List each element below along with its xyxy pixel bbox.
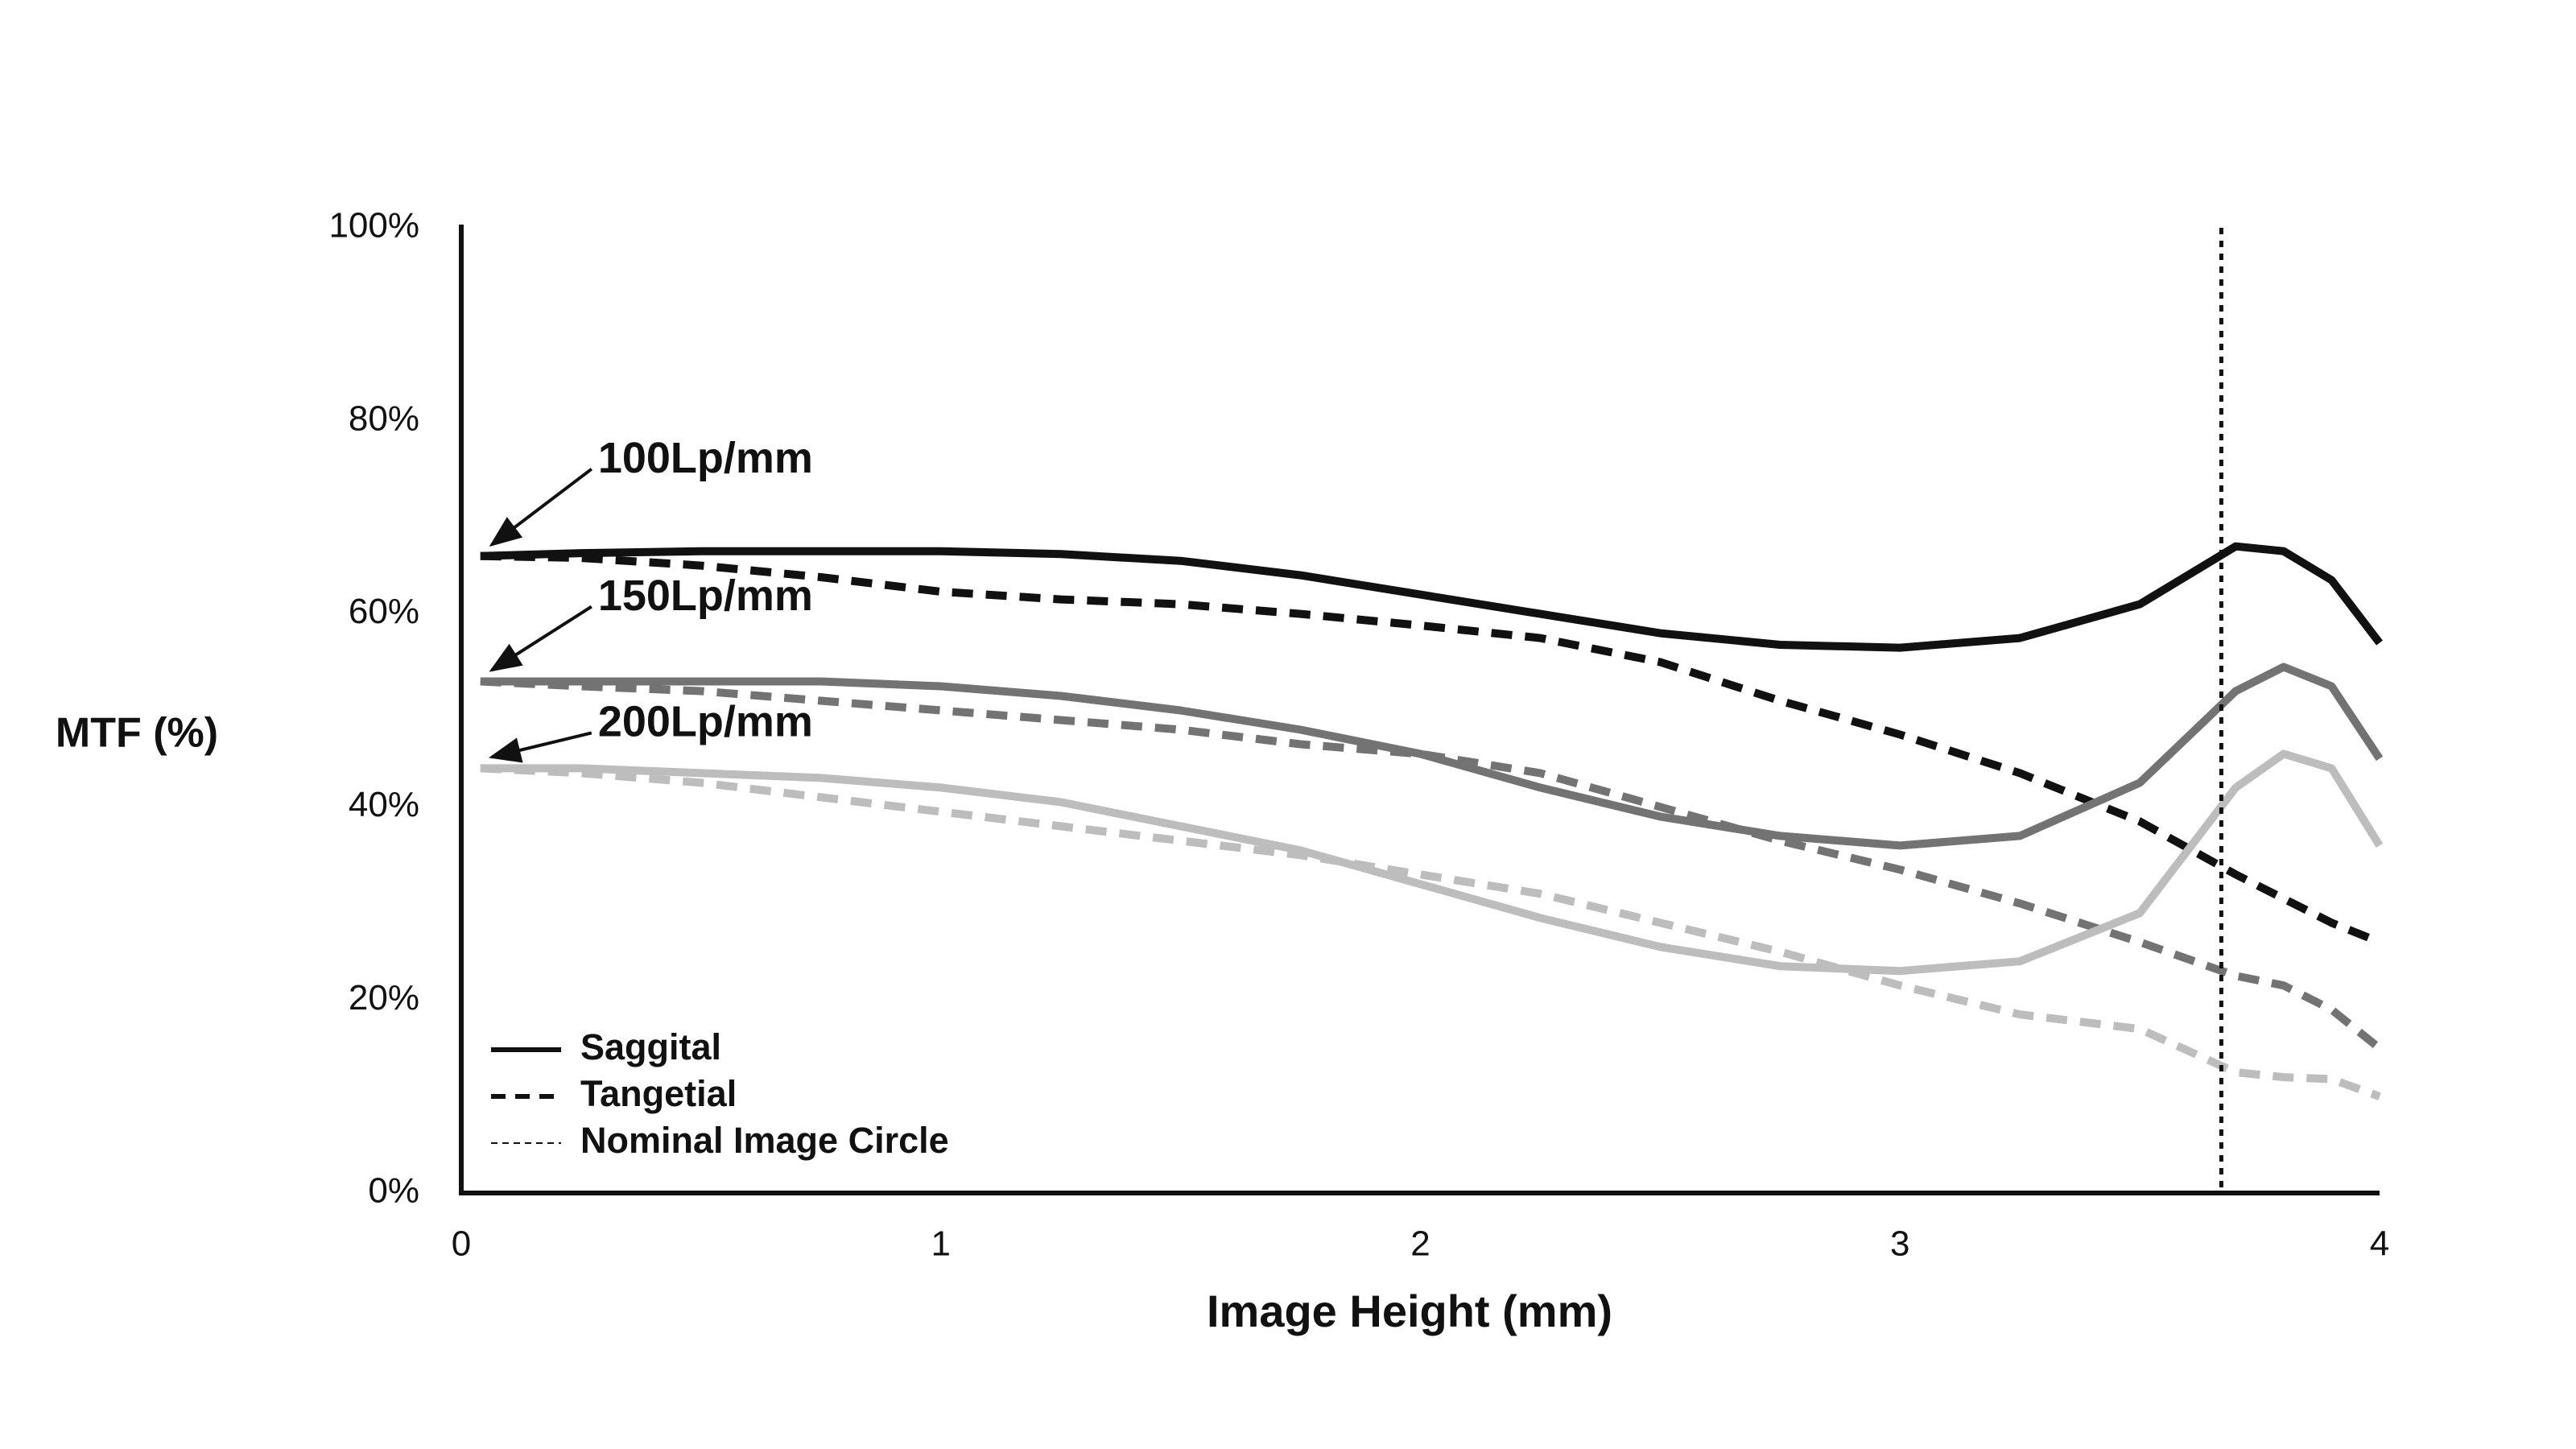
y-tick-label: 100% (328, 206, 419, 246)
series-line (480, 663, 2384, 850)
series-annotation: 200Lp/mm (598, 698, 813, 746)
legend-label: Tangetial (580, 1073, 737, 1114)
x-tick-label: 4 (2370, 1224, 2389, 1264)
y-tick-label: 80% (349, 398, 419, 438)
series-annotation: 150Lp/mm (598, 572, 813, 620)
y-axis-label: MTF (%) (56, 710, 218, 757)
annotation-arrow (489, 605, 592, 672)
x-tick-label: 2 (1410, 1224, 1430, 1264)
x-tick-label: 0 (452, 1224, 471, 1264)
y-tick-label: 0% (368, 1171, 419, 1211)
annotation-arrow (489, 468, 593, 547)
series-line (480, 764, 2381, 1100)
series-line (480, 677, 2383, 1052)
y-tick-label: 60% (349, 592, 419, 631)
x-tick-label: 3 (1890, 1224, 1909, 1264)
x-axis-label: Image Height (mm) (1207, 1286, 1612, 1336)
annotation-arrow (488, 731, 592, 763)
series-line (480, 749, 2384, 976)
y-tick-label: 40% (349, 785, 419, 824)
series-line (480, 551, 2381, 946)
series-annotation: 100Lp/mm (598, 434, 813, 482)
series-line (480, 542, 2383, 652)
legend-label: Saggital (580, 1026, 721, 1067)
x-tick-label: 1 (931, 1224, 951, 1264)
legend-label: Nominal Image Circle (580, 1120, 949, 1161)
y-tick-label: 20% (349, 978, 419, 1018)
